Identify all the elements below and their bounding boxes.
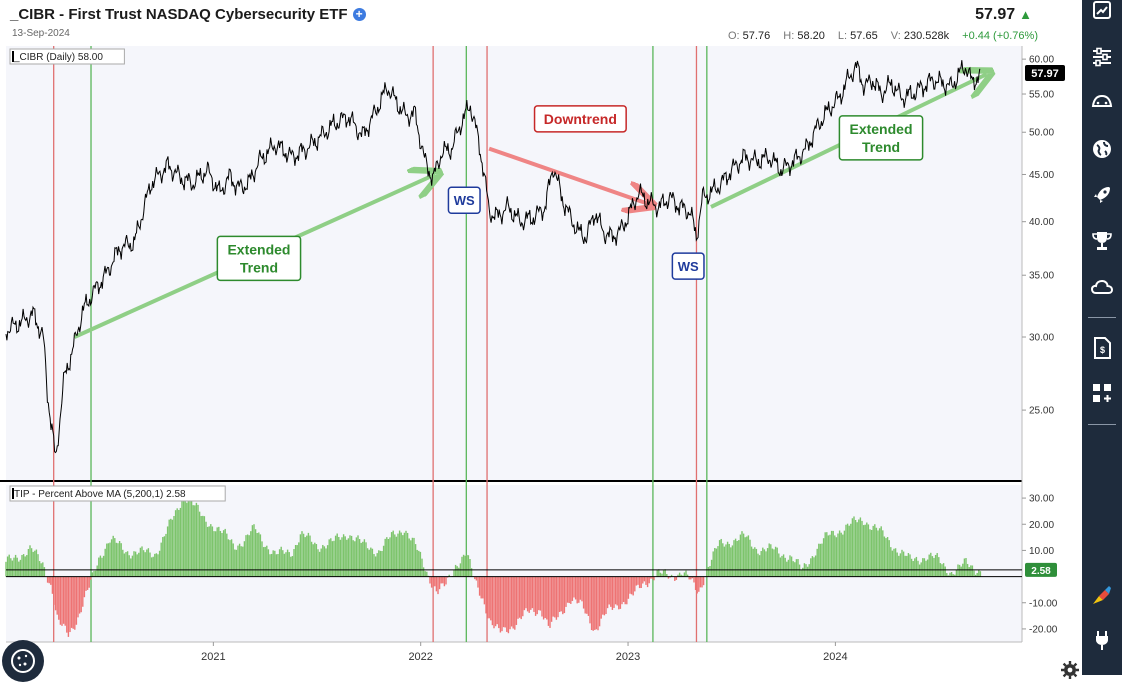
chart-title: _CIBR - First Trust NASDAQ Cybersecurity…: [10, 6, 366, 23]
price-legend: _CIBR (Daily) 58.00: [13, 52, 103, 63]
ohlc-readout: O: 57.76 H: 58.20 L: 57.65 V: 230.528k +…: [718, 30, 1038, 42]
price-tick-label: 25.00: [1029, 406, 1054, 417]
trend-arrow-red: [488, 146, 649, 204]
price-panel-bg: [6, 46, 1022, 480]
annotation-ext1: Extended Trend: [216, 235, 302, 282]
plug-icon[interactable]: [1090, 628, 1114, 652]
annotation-ws2: WS: [671, 252, 705, 280]
change-value: +0.44 (+0.76%): [962, 30, 1038, 42]
price-tick-label: 30.00: [1029, 333, 1054, 344]
price-legend-marker: [12, 51, 14, 62]
cookie-icon: [11, 649, 35, 673]
annotation-ext2: Extended Trend: [838, 115, 924, 161]
low-value: 57.65: [850, 30, 878, 42]
indicator-tick-label: -20.00: [1029, 624, 1058, 635]
price-tick-label: 40.00: [1029, 217, 1054, 228]
indicator-legend-marker: [12, 488, 14, 499]
settings-gear-icon[interactable]: [1060, 660, 1080, 680]
volume-value: 230.528k: [903, 30, 950, 42]
toolbar-separator: [1088, 424, 1116, 425]
chart-date: 13-Sep-2024: [12, 28, 70, 39]
open-label: O:: [727, 30, 740, 42]
symbol-title: _CIBR - First Trust NASDAQ Cybersecurity…: [10, 6, 348, 23]
high-label: H:: [783, 30, 795, 42]
high-value: 58.20: [797, 30, 825, 42]
price-tick-label: 55.00: [1029, 90, 1054, 101]
annotation-text: Extended: [849, 121, 912, 137]
open-value: 57.76: [742, 30, 771, 42]
toolbar-separator: [1088, 317, 1116, 318]
annotation-box: [216, 235, 302, 282]
add-plus-icon[interactable]: +: [352, 8, 366, 21]
indicator-tick-label: 10.00: [1029, 546, 1054, 557]
volume-label: V:: [890, 30, 901, 42]
globe-icon[interactable]: [1090, 137, 1114, 161]
annotation-text: WS: [454, 193, 475, 208]
low-label: L:: [837, 30, 848, 42]
annotation-box: [671, 252, 705, 280]
annotation-text: Downtrend: [544, 111, 617, 127]
last-price: 57.97 ▲: [975, 6, 1032, 24]
x-tick-label: 2024: [823, 651, 847, 663]
x-tick-label: 2022: [408, 651, 432, 663]
last-price-badge-bg: [1025, 64, 1065, 81]
annotation-down: Downtrend: [533, 105, 627, 133]
price-line: [5, 60, 981, 454]
price-tick-label: 50.00: [1029, 128, 1054, 139]
indicator-value-badge-bg: [1025, 562, 1057, 577]
price-legend-box: [9, 48, 125, 65]
x-tick-label: 2023: [616, 651, 640, 663]
price-tick-label: 45.00: [1029, 170, 1054, 181]
up-arrow-icon: ▲: [1019, 7, 1032, 22]
last-price-badge: 57.97: [1025, 64, 1065, 81]
annotation-text: Trend: [862, 139, 900, 155]
annotation-ws1: WS: [447, 186, 481, 214]
chart-icon[interactable]: [1090, 0, 1114, 24]
sliders-icon[interactable]: [1090, 45, 1114, 69]
annotation-box: [533, 105, 627, 133]
indicator-tick-label: 30.00: [1029, 494, 1054, 505]
price-tick-label: 60.00: [1029, 55, 1054, 66]
indicator-value-badge-text: 2.58: [1031, 566, 1051, 577]
x-tick-label: 2021: [201, 651, 225, 663]
price-chart[interactable]: 60.00 55.00 50.00 45.00 40.00 35.00 30.00 25.00…: [0, 44, 1082, 675]
indicator-legend: TIP - Percent Above MA (5,200,1) 2.58: [14, 489, 186, 500]
rocket-icon[interactable]: [1090, 183, 1114, 207]
grid-plus-icon[interactable]: [1090, 381, 1114, 405]
indicator-tick-label: -10.00: [1029, 598, 1058, 609]
annotation-text: Extended: [227, 241, 290, 257]
indicator-value-badge: 2.58: [1025, 562, 1057, 577]
cookie-settings-button[interactable]: [2, 640, 44, 682]
cloud-icon[interactable]: [1090, 275, 1114, 299]
right-toolbar: $: [1082, 0, 1122, 675]
document-dollar-icon[interactable]: $: [1090, 336, 1114, 360]
annotation-box: [838, 115, 924, 161]
color-icon[interactable]: [1090, 583, 1114, 607]
trophy-icon[interactable]: [1090, 229, 1114, 253]
annotation-box: [447, 186, 481, 214]
svg-text:$: $: [1100, 345, 1105, 355]
indicator-legend-box: [9, 485, 226, 502]
indicator-tick-label: 20.00: [1029, 520, 1054, 531]
last-price-badge-text: 57.97: [1031, 68, 1059, 80]
chart-header: _CIBR - First Trust NASDAQ Cybersecurity…: [0, 0, 1082, 46]
last-price-value: 57.97: [975, 6, 1016, 23]
price-tick-label: 35.00: [1029, 271, 1054, 282]
annotation-text: Trend: [240, 259, 278, 275]
annotation-text: WS: [678, 259, 699, 274]
bulls-bears-icon[interactable]: [1090, 90, 1114, 114]
